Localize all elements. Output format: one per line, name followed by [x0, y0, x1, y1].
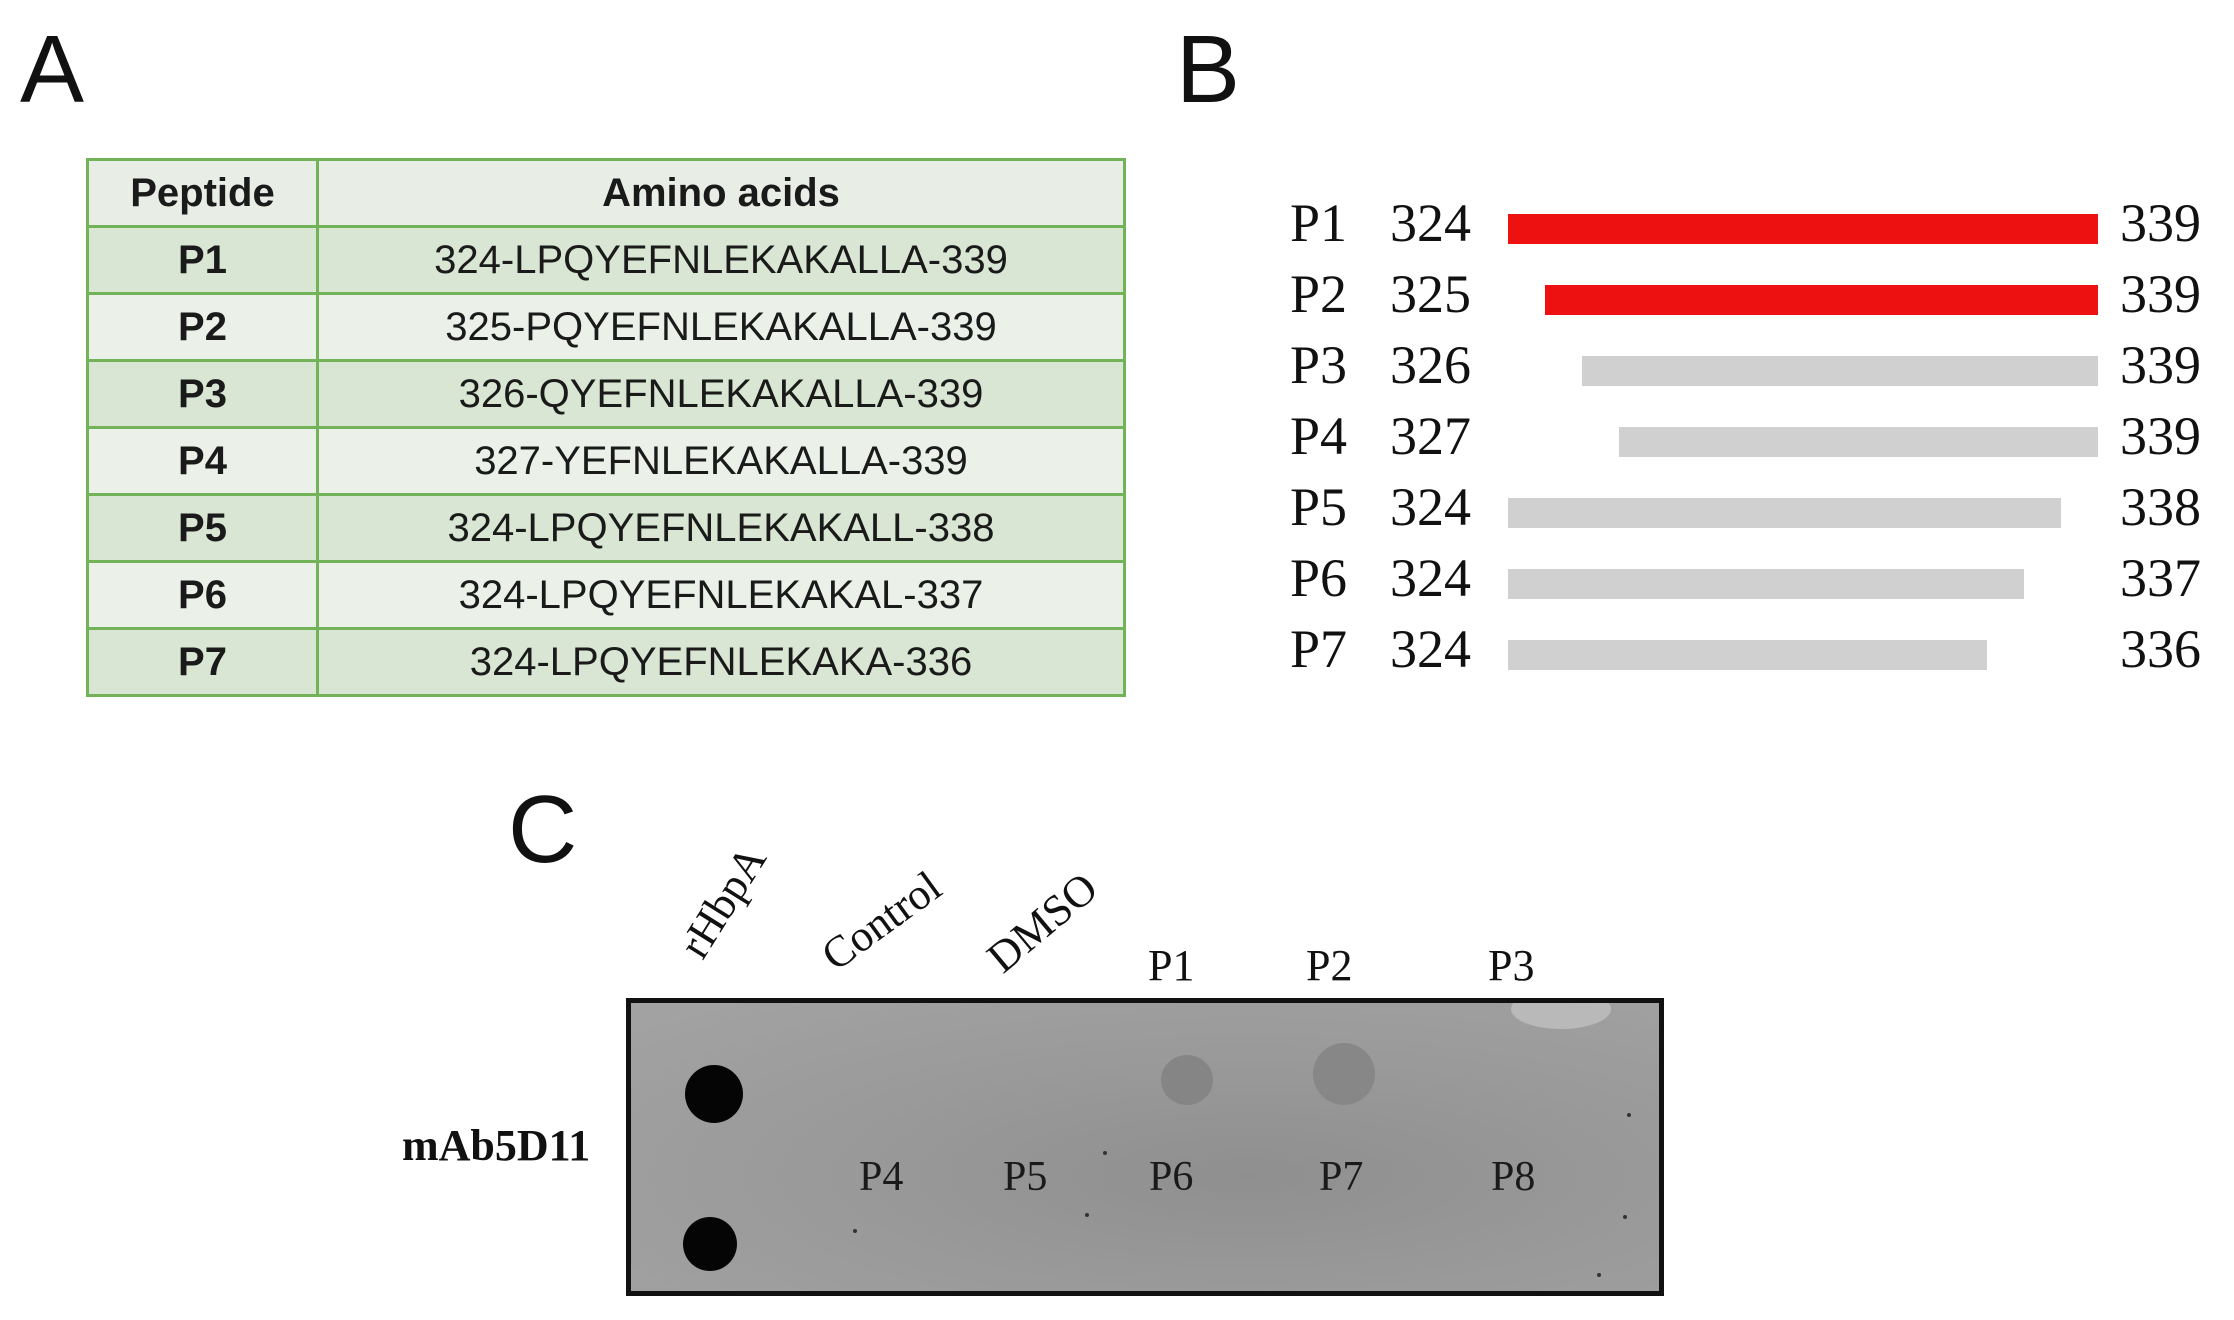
strong-dot-spot — [683, 1217, 737, 1271]
spot-label-p6: P6 — [1149, 1154, 1194, 1200]
coverage-row: P3 326 339 — [1290, 328, 2230, 400]
membrane-speck — [1627, 1113, 1631, 1117]
coverage-row: P5 324 338 — [1290, 470, 2230, 542]
start-residue: 324 — [1390, 193, 1471, 253]
peptide-table: Peptide Amino acids P1 324-LPQYEFNLEKAKA… — [86, 158, 1126, 697]
peptide-cell: P3 — [86, 359, 319, 429]
table-row: P1 324-LPQYEFNLEKAKALLA-339 — [86, 225, 1126, 295]
peptide-cell: P4 — [86, 426, 319, 496]
membrane-highlight — [1511, 1003, 1611, 1029]
lane-label-rhbpa: rHbpA — [669, 836, 776, 967]
coverage-bar — [1618, 427, 2098, 457]
lane-label-p3: P3 — [1488, 941, 1535, 990]
coverage-row: P2 325 339 — [1290, 257, 2230, 329]
peptide-cell: P7 — [86, 627, 319, 697]
lane-label-dmso: DMSO — [977, 862, 1107, 983]
membrane-speck — [853, 1229, 857, 1233]
start-residue: 324 — [1390, 548, 1471, 608]
end-residue: 338 — [2120, 477, 2201, 537]
lane-label-p2: P2 — [1306, 941, 1353, 990]
spot-label-p5: P5 — [1003, 1154, 1048, 1200]
start-residue: 326 — [1390, 335, 1471, 395]
end-residue: 336 — [2120, 619, 2201, 679]
weak-dot-spot — [1313, 1043, 1375, 1105]
peptide-name: P6 — [1290, 548, 1348, 608]
coverage-bar — [1544, 285, 2098, 315]
sequence-cell: 325-PQYEFNLEKAKALLA-339 — [316, 292, 1126, 362]
sequence-cell: 326-QYEFNLEKAKALLA-339 — [316, 359, 1126, 429]
table-row: P5 324-LPQYEFNLEKAKALL-338 — [86, 493, 1126, 563]
peptide-name: P1 — [1290, 193, 1348, 253]
table-row: P7 324-LPQYEFNLEKAKA-336 — [86, 627, 1126, 697]
coverage-row: P7 324 336 — [1290, 612, 2230, 684]
coverage-bar — [1508, 569, 2025, 599]
coverage-bar — [1508, 640, 1988, 670]
coverage-row: P1 324 339 — [1290, 186, 2230, 258]
sequence-cell: 327-YEFNLEKAKALLA-339 — [316, 426, 1126, 496]
lane-label-p1: P1 — [1148, 941, 1195, 990]
peptide-cell: P6 — [86, 560, 319, 630]
table-row: P2 325-PQYEFNLEKAKALLA-339 — [86, 292, 1126, 362]
antibody-label: mAb5D11 — [402, 1121, 591, 1170]
coverage-bar — [1581, 356, 2098, 386]
end-residue: 339 — [2120, 264, 2201, 324]
peptide-cell: P1 — [86, 225, 319, 295]
start-residue: 325 — [1390, 264, 1471, 324]
panel-label-c: C — [508, 776, 578, 883]
membrane-speck — [1597, 1273, 1601, 1277]
lane-label-control: Control — [812, 861, 951, 981]
coverage-bar — [1508, 214, 2098, 244]
peptide-coverage-diagram: P1 324 339 P2 325 339 P3 326 339 P4 327 … — [1290, 186, 2234, 706]
spot-label-p7: P7 — [1319, 1154, 1364, 1200]
peptide-name: P2 — [1290, 264, 1348, 324]
table-header-row: Peptide Amino acids — [86, 158, 1126, 228]
sequence-cell: 324-LPQYEFNLEKAKALLA-339 — [316, 225, 1126, 295]
column-header-amino-acids: Amino acids — [316, 158, 1126, 228]
peptide-name: P4 — [1290, 406, 1348, 466]
start-residue: 324 — [1390, 619, 1471, 679]
panel-label-b: B — [1176, 16, 1241, 123]
table-row: P6 324-LPQYEFNLEKAKAL-337 — [86, 560, 1126, 630]
weak-dot-spot — [1161, 1055, 1213, 1105]
strong-dot-spot — [685, 1065, 743, 1123]
peptide-cell: P5 — [86, 493, 319, 563]
membrane-speck — [1085, 1213, 1089, 1217]
peptide-name: P5 — [1290, 477, 1348, 537]
sequence-cell: 324-LPQYEFNLEKAKA-336 — [316, 627, 1126, 697]
sequence-cell: 324-LPQYEFNLEKAKALL-338 — [316, 493, 1126, 563]
sequence-cell: 324-LPQYEFNLEKAKAL-337 — [316, 560, 1126, 630]
coverage-row: P4 327 339 — [1290, 399, 2230, 471]
end-residue: 337 — [2120, 548, 2201, 608]
peptide-name: P7 — [1290, 619, 1348, 679]
start-residue: 327 — [1390, 406, 1471, 466]
membrane-speck — [1103, 1151, 1107, 1155]
start-residue: 324 — [1390, 477, 1471, 537]
end-residue: 339 — [2120, 335, 2201, 395]
spot-label-p4: P4 — [859, 1154, 904, 1200]
end-residue: 339 — [2120, 193, 2201, 253]
peptide-cell: P2 — [86, 292, 319, 362]
panel-label-a: A — [20, 16, 85, 123]
membrane-speck — [1623, 1215, 1627, 1219]
end-residue: 339 — [2120, 406, 2201, 466]
table-row: P4 327-YEFNLEKAKALLA-339 — [86, 426, 1126, 496]
dot-blot-membrane: P4 P5 P6 P7 P8 — [626, 998, 1664, 1296]
table-row: P3 326-QYEFNLEKAKALLA-339 — [86, 359, 1126, 429]
peptide-name: P3 — [1290, 335, 1348, 395]
coverage-row: P6 324 337 — [1290, 541, 2230, 613]
coverage-bar — [1508, 498, 2062, 528]
spot-label-p8: P8 — [1491, 1154, 1536, 1200]
column-header-peptide: Peptide — [86, 158, 319, 228]
